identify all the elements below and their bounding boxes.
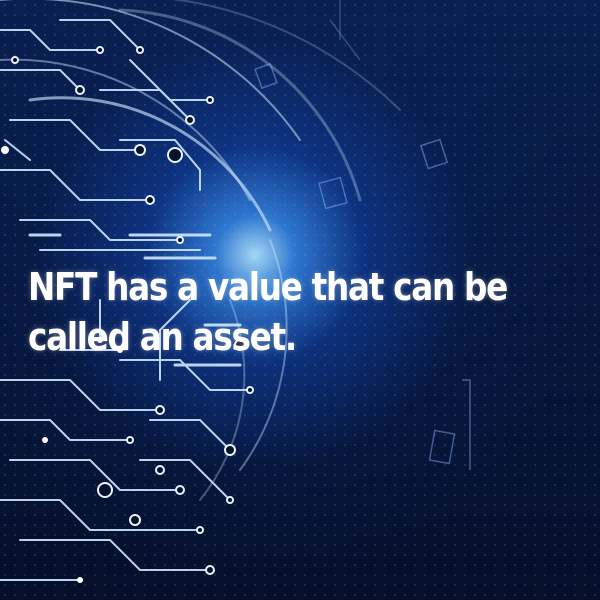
headline-text: NFT has a value that can be called an as… xyxy=(28,265,508,359)
